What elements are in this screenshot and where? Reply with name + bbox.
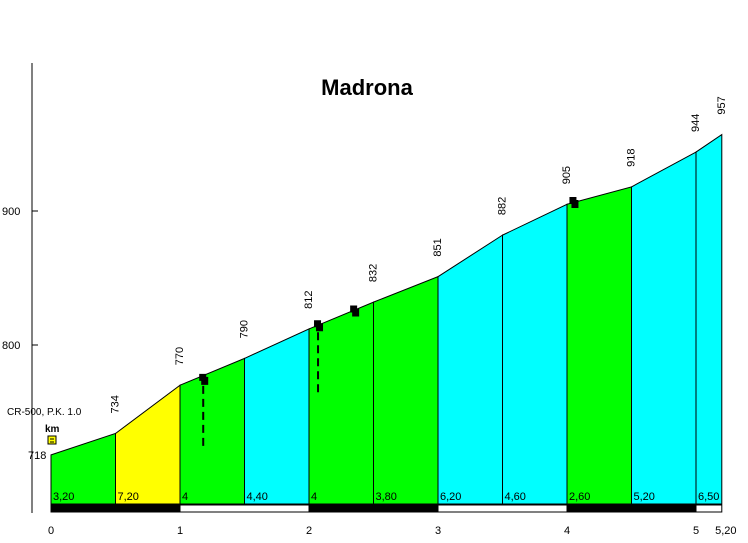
- altitude-label-0: 718: [28, 450, 46, 462]
- altitude-labels: 718 734 770 790 812 832 851 882 905 918 944 957: [28, 96, 728, 462]
- y-ticks: 800 900: [2, 206, 38, 352]
- marker-1: [314, 320, 324, 332]
- km-icon: [47, 435, 57, 445]
- gradient-label-9: 5,20: [634, 491, 655, 503]
- km-bar-0: [50, 504, 181, 513]
- gradient-label-8: 2,60: [569, 491, 590, 503]
- km-bar-1: [179, 504, 310, 513]
- gradient-labels: 3,20 7,20 4 4,40 4 3,80 6,20 4,60 2,60 5,20 6,50: [53, 491, 719, 503]
- profile-markers: [199, 196, 579, 446]
- gradient-label-1: 7,20: [118, 491, 139, 503]
- segment-3: [244, 328, 310, 505]
- gradient-label-3: 4,40: [247, 491, 268, 503]
- km-bar-2: [308, 504, 439, 513]
- gradient-label-10: 6,50: [698, 491, 719, 503]
- altitude-label-3: 790: [239, 320, 251, 338]
- x-tick-5: 5: [693, 525, 699, 537]
- segment-10: [695, 133, 723, 505]
- segment-5: [373, 275, 439, 505]
- km-bar-3: [437, 504, 568, 513]
- segment-8: [566, 186, 632, 505]
- gradient-label-4: 4: [311, 491, 317, 503]
- x-tick-4: 4: [564, 525, 570, 537]
- gradient-label-6: 6,20: [440, 491, 461, 503]
- start-note: CR-500, P.K. 1.0: [7, 407, 82, 418]
- km-scale-bar: [50, 504, 723, 513]
- altitude-label-9: 918: [626, 149, 638, 167]
- altitude-label-4: 812: [303, 291, 315, 309]
- km-label: km: [45, 424, 60, 435]
- segment-1: [115, 384, 181, 505]
- altitude-label-1: 734: [110, 395, 122, 413]
- segment-7: [502, 203, 568, 505]
- altitude-label-11: 957: [716, 96, 728, 114]
- y-tick-1: 900: [2, 206, 20, 218]
- x-tick-1: 1: [177, 525, 183, 537]
- gradient-label-7: 4,60: [505, 491, 526, 503]
- x-tick-3: 3: [435, 525, 441, 537]
- x-tick-2: 2: [306, 525, 312, 537]
- chart-title: Madrona: [321, 75, 413, 100]
- altitude-label-5: 832: [368, 264, 380, 282]
- profile-segments: [50, 133, 723, 505]
- segment-2: [179, 357, 245, 505]
- gradient-label-0: 3,20: [53, 491, 74, 503]
- x-tick-0: 0: [48, 525, 54, 537]
- marker-0: [199, 373, 209, 385]
- km-bar-5: [695, 504, 723, 513]
- x-ticks: 0 1 2 3 4 5 5,20: [48, 525, 737, 537]
- km-bar-4: [566, 504, 697, 513]
- marker-3: [569, 196, 579, 208]
- y-tick-0: 800: [2, 340, 20, 352]
- segment-9: [631, 151, 697, 505]
- gradient-label-2: 4: [182, 491, 188, 503]
- segment-6: [437, 234, 503, 505]
- altitude-label-10: 944: [690, 114, 702, 132]
- altitude-label-8: 905: [561, 166, 573, 184]
- gradient-label-5: 3,80: [376, 491, 397, 503]
- x-tick-6: 5,20: [715, 525, 736, 537]
- altitude-label-7: 882: [497, 197, 509, 215]
- altitude-label-6: 851: [432, 238, 444, 256]
- altitude-label-2: 770: [174, 347, 186, 365]
- marker-2: [350, 305, 360, 317]
